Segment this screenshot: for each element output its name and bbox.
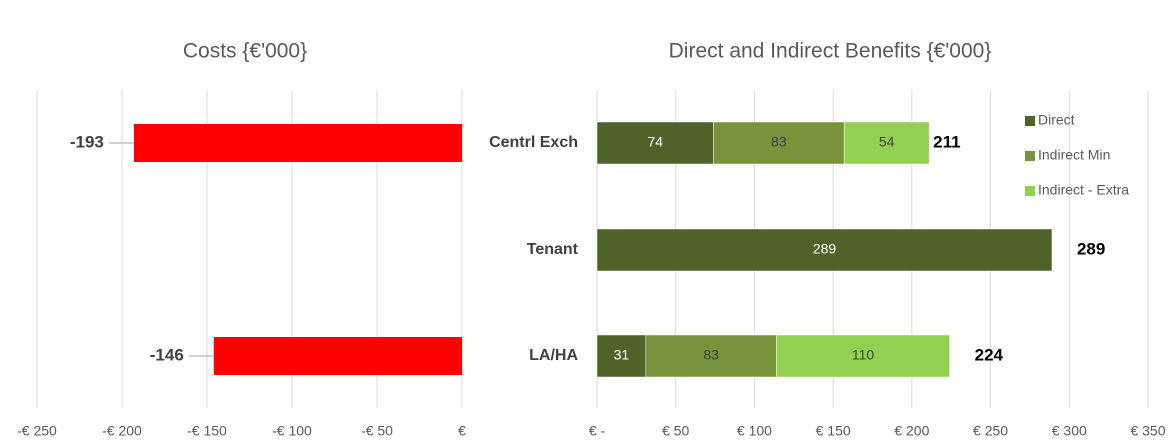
y-tick-label: Tenant <box>527 241 579 258</box>
bar-segment <box>596 121 714 165</box>
x-tick-label: -€ 150 <box>187 423 227 439</box>
bar-segment <box>776 334 950 378</box>
legend-swatch <box>1025 116 1035 126</box>
chart-title: Direct and Indirect Benefits {€'000} <box>669 40 992 63</box>
x-tick-label: -€ 200 <box>102 423 142 439</box>
data-label: -146 <box>150 345 184 364</box>
total-label: 211 <box>933 132 960 151</box>
y-tick-label: Centrl Exch <box>489 134 578 151</box>
data-label: -193 <box>70 132 104 151</box>
data-label: 83 <box>771 134 787 150</box>
x-tick-label: € 350 <box>1130 423 1165 439</box>
legend-label: Indirect Min <box>1038 147 1110 163</box>
data-label: 289 <box>813 241 837 257</box>
data-label: 31 <box>614 347 630 363</box>
x-tick-label: € - <box>589 423 606 439</box>
x-tick-label: -€ 250 <box>17 423 57 439</box>
data-label: 83 <box>703 347 719 363</box>
x-tick-label: € 250 <box>973 423 1008 439</box>
total-label: 224 <box>975 345 1004 364</box>
bar-segment <box>596 334 647 378</box>
bar-segment <box>843 121 930 165</box>
legend-swatch <box>1025 151 1035 161</box>
x-tick-label: € 50 <box>662 423 689 439</box>
y-tick-label: LA/HA <box>529 347 578 364</box>
chart-title: Costs {€'000} <box>183 40 307 63</box>
legend-label: Direct <box>1038 112 1075 128</box>
data-label: 110 <box>852 347 875 363</box>
x-tick-label: -€ 50 <box>361 423 393 439</box>
bar-segment <box>596 228 1053 272</box>
legend-swatch <box>1025 186 1035 196</box>
x-tick-label: € 200 <box>894 423 929 439</box>
bar <box>213 337 462 375</box>
x-tick-label: € 150 <box>816 423 851 439</box>
x-tick-label: € <box>458 423 466 439</box>
bar-segment <box>645 334 777 378</box>
bar-segment <box>713 121 845 165</box>
x-tick-label: € 300 <box>1052 423 1087 439</box>
data-label: 54 <box>879 134 895 150</box>
legend-label: Indirect - Extra <box>1038 182 1129 198</box>
data-label: 74 <box>647 134 663 150</box>
total-label: 289 <box>1077 239 1105 258</box>
x-tick-label: € 100 <box>737 423 772 439</box>
bar <box>133 124 462 162</box>
x-tick-label: -€ 100 <box>272 423 312 439</box>
